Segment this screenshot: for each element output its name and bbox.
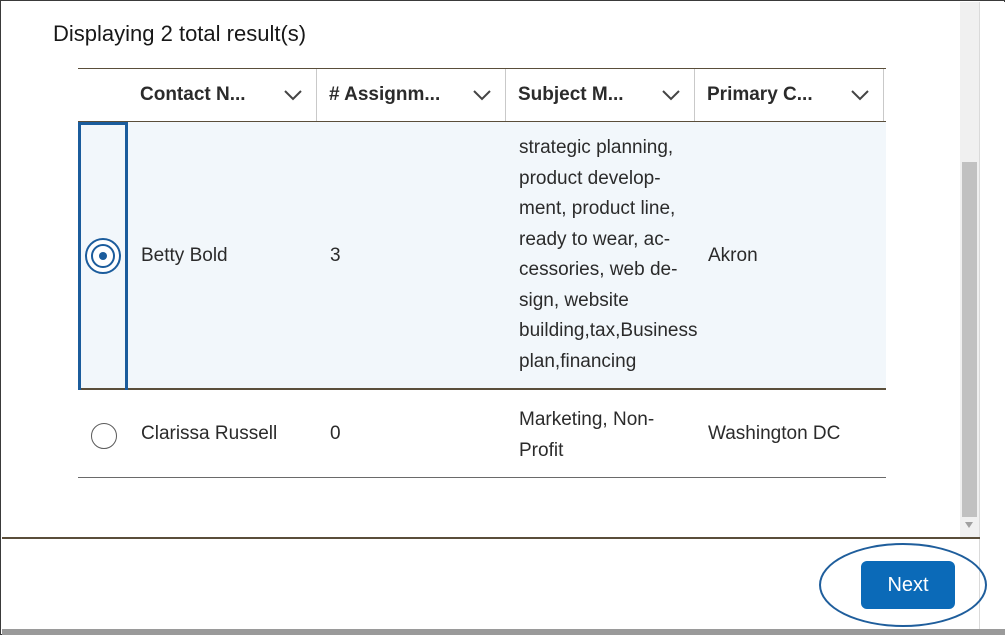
subject-line: Marketing, Non- [519,409,655,430]
chevron-down-icon[interactable] [471,84,493,106]
column-divider[interactable] [694,69,695,121]
window-edge [979,2,1005,635]
chevron-down-icon[interactable] [282,84,304,106]
subject-line: product develop- [519,167,661,189]
radio-dot [99,252,107,260]
dialog-footer [2,539,979,629]
row-select-radio[interactable] [85,238,121,274]
results-table: Contact N... # Assignm... Subject M... P… [78,68,886,478]
subject-line: sign, website [519,289,629,311]
next-button[interactable]: Next [861,561,955,609]
chevron-down-icon[interactable] [660,84,682,106]
subject-matter-cell: strategic planning, product develop- men… [519,133,699,377]
next-button-highlight [819,543,987,627]
subject-line: building,tax,Business [519,320,698,341]
subject-line: ment, product line, [519,198,676,219]
assignments-cell: 0 [330,423,341,444]
column-header-assignments[interactable]: # Assignm... [329,69,505,121]
results-scroll-area: Displaying 2 total result(s) Contact N..… [2,2,960,537]
subject-line: strategic planning, [519,137,674,158]
column-header-label: Subject M... [518,84,624,105]
table-row[interactable]: Betty Bold 3 strategic planning, product… [78,122,886,390]
scroll-down-arrow-icon[interactable] [965,522,973,528]
table-row[interactable]: Clarissa Russell 0 Marketing, Non- Profi… [78,390,886,478]
results-summary: Displaying 2 total result(s) [53,21,307,46]
subject-line: Profit [519,439,564,461]
chevron-down-icon[interactable] [849,84,871,106]
row-select-radio[interactable] [91,423,117,449]
bottom-edge [2,629,1005,635]
column-header-label: Primary C... [707,84,813,105]
column-header-subject-matter[interactable]: Subject M... [518,69,694,121]
column-divider[interactable] [316,69,317,121]
radio-ring [91,244,115,268]
vertical-scrollbar[interactable] [960,2,979,537]
scrollbar-thumb[interactable] [962,162,977,517]
subject-line: plan,financing [519,350,637,372]
contact-name-cell: Betty Bold [141,245,228,266]
assignments-cell: 3 [330,245,341,266]
column-header-label: Contact N... [140,84,246,105]
column-divider [883,69,884,121]
footer-divider [2,537,980,539]
subject-matter-cell: Marketing, Non- Profit [519,405,699,466]
column-divider[interactable] [505,69,506,121]
column-header-primary-city[interactable]: Primary C... [707,69,883,121]
column-header-contact-name[interactable]: Contact N... [140,69,316,121]
contact-name-cell: Clarissa Russell [141,423,278,444]
subject-line: cessories, web de- [519,259,678,280]
primary-city-cell: Akron [708,245,758,266]
primary-city-cell: Washington DC [708,423,841,444]
subject-line: ready to wear, ac- [519,228,671,250]
column-header-label: # Assignm... [329,84,441,105]
table-header: Contact N... # Assignm... Subject M... P… [78,68,886,122]
row-selection-outline [78,122,128,390]
